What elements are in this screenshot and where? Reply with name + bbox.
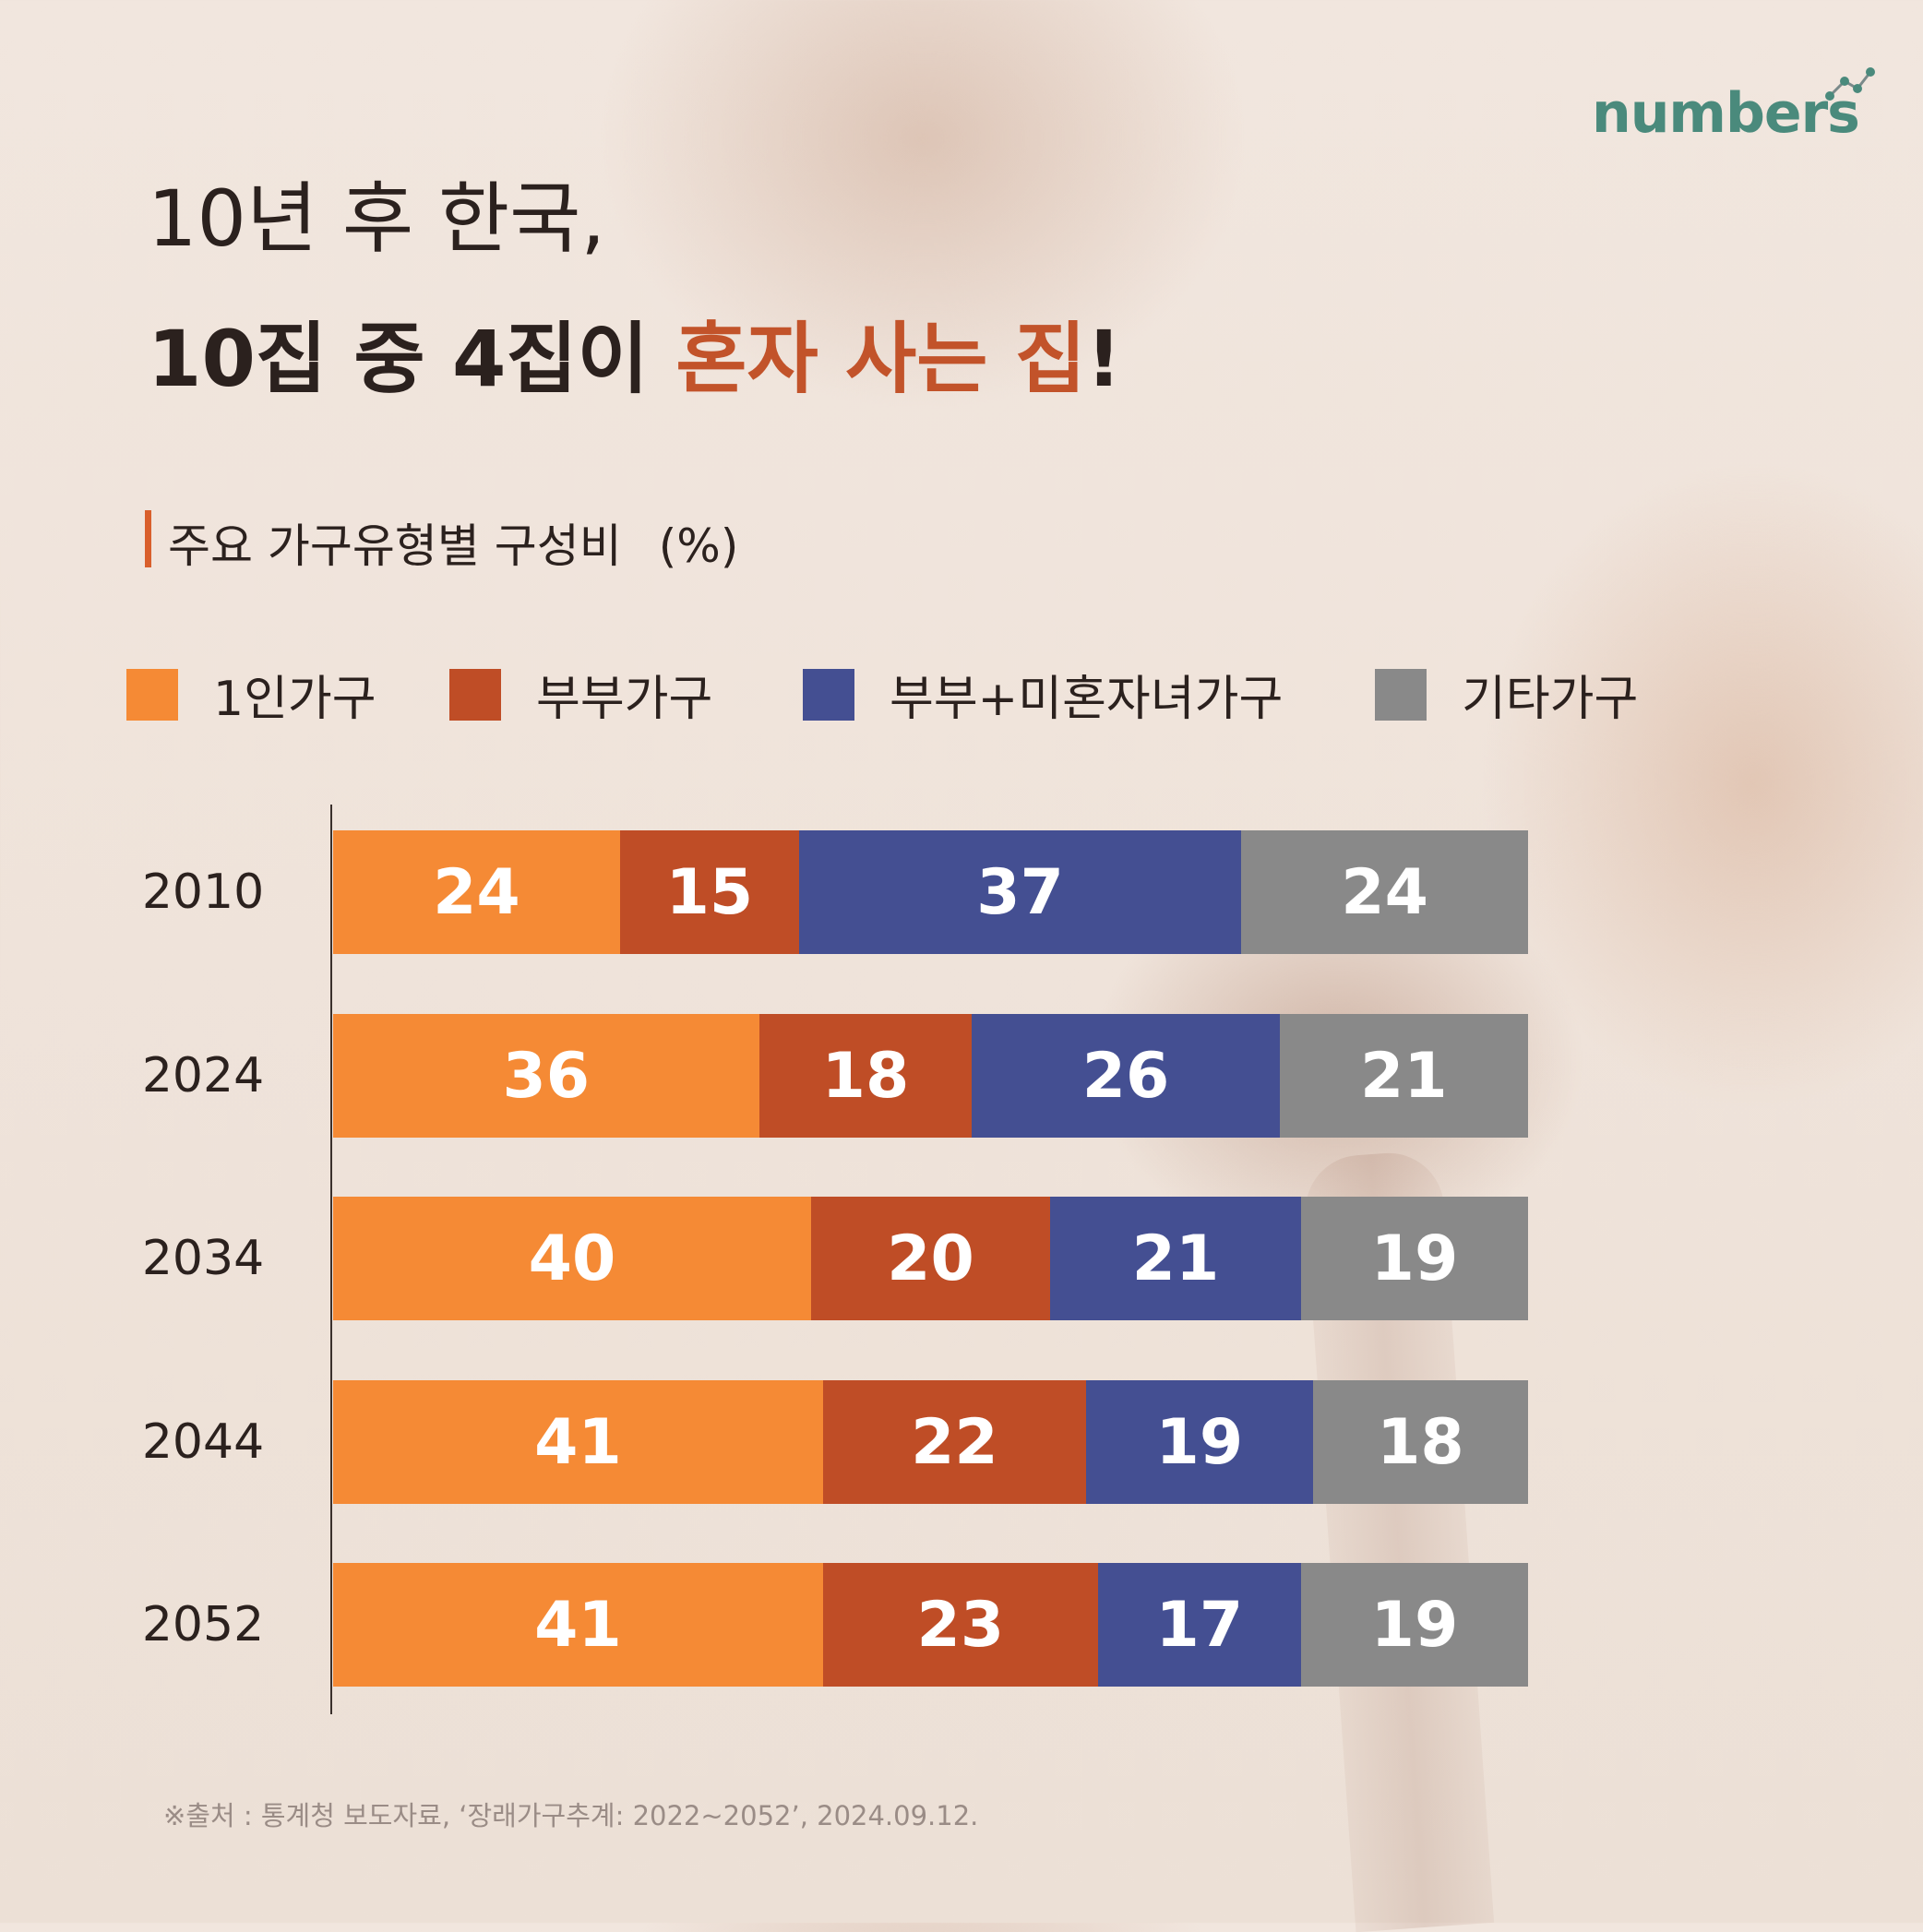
bar-segment-other-2044: 18 (1312, 1380, 1528, 1504)
y-axis-line (330, 805, 332, 1714)
bar-segment-other-2010: 24 (1241, 830, 1528, 954)
bar-segment-other-2024: 21 (1279, 1014, 1528, 1138)
year-label-2010: 2010 (141, 865, 265, 920)
bar-segment-one-person-2044: 41 (333, 1380, 823, 1504)
bar-segment-other-2052: 19 (1300, 1563, 1528, 1687)
bar-row-2010: 24 15 37 24 (333, 830, 1528, 954)
bar-segment-couple-children-2024: 26 (972, 1014, 1280, 1138)
headline-line2: 10집 중 4집이 혼자 사는 집! (148, 297, 1121, 409)
bar-segment-one-person-2024: 36 (333, 1014, 759, 1138)
bar-segment-couple-2044: 22 (822, 1380, 1086, 1504)
headline-line1: 10년 후 한국, (148, 173, 606, 264)
source-note: ※출처 : 통계청 보도자료, ‘장래가구추계: 2022~2052’, 202… (163, 1800, 979, 1831)
legend-label-couple-children: 부부+미혼자녀가구 (890, 672, 1284, 727)
legend-label-other: 기타가구 (1462, 672, 1639, 727)
year-label-2024: 2024 (141, 1048, 265, 1103)
year-label-2034: 2034 (141, 1231, 265, 1286)
legend-swatch-couple (449, 668, 501, 721)
bar-segment-couple-2052: 23 (822, 1563, 1098, 1687)
bar-row-2044: 41 22 19 18 (333, 1380, 1528, 1504)
bar-segment-one-person-2010: 24 (333, 830, 620, 954)
bar-row-2052: 41 23 17 19 (333, 1563, 1528, 1687)
legend-swatch-one-person (126, 668, 178, 721)
year-label-2044: 2044 (141, 1414, 265, 1470)
bar-segment-one-person-2034: 40 (333, 1197, 811, 1320)
bar-segment-one-person-2052: 41 (333, 1563, 823, 1687)
chart-title-text: 주요 가구유형별 구성비 (168, 519, 622, 573)
bar-segment-other-2034: 19 (1300, 1197, 1528, 1320)
bar-segment-couple-2034: 20 (811, 1197, 1050, 1320)
legend-item-one-person: 1인가구 (126, 660, 376, 729)
bar-segment-couple-children-2044: 19 (1085, 1380, 1313, 1504)
headline-prefix: 10집 중 4집이 (148, 314, 676, 404)
bar-row-2034: 40 20 21 19 (333, 1197, 1528, 1320)
chart-dots-icon (1825, 67, 1875, 101)
headline-highlight: 혼자 사는 집 (675, 314, 1087, 404)
bar-segment-couple-2024: 18 (758, 1014, 973, 1138)
chart-title: 주요 가구유형별 구성비 (%) (168, 509, 738, 576)
headline-suffix: ! (1086, 314, 1122, 404)
bar-segment-couple-children-2010: 37 (799, 830, 1242, 954)
bar-row-2024: 36 18 26 21 (333, 1014, 1528, 1138)
legend-swatch-couple-children (803, 668, 854, 721)
brand-logo: numbers (1592, 65, 1875, 148)
legend-item-couple-children: 부부+미혼자녀가구 (803, 660, 1283, 729)
bar-segment-couple-children-2052: 17 (1097, 1563, 1301, 1687)
chart-unit: (%) (658, 519, 739, 573)
bar-segment-couple-children-2034: 21 (1050, 1197, 1301, 1320)
legend-label-one-person: 1인가구 (213, 672, 376, 727)
legend-item-couple: 부부가구 (449, 660, 712, 729)
legend-label-couple: 부부가구 (536, 672, 713, 727)
brand-logo-text: numbers (1592, 81, 1860, 146)
subtitle-accent-bar (145, 510, 151, 567)
legend-swatch-other (1375, 668, 1427, 721)
year-label-2052: 2052 (141, 1597, 265, 1652)
legend-item-other: 기타가구 (1375, 660, 1638, 729)
bar-segment-couple-2010: 15 (619, 830, 800, 954)
